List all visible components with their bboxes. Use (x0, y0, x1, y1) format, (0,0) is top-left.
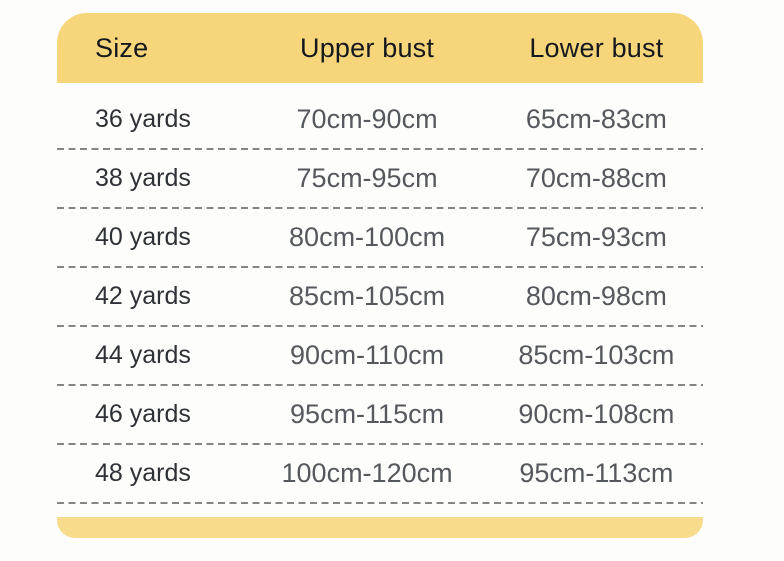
table-footer-bar (57, 517, 703, 538)
table-header-row: Size Upper bust Lower bust (57, 13, 703, 83)
size-cell: 48 yards (95, 459, 191, 487)
row-divider (57, 502, 703, 504)
upper-bust-cell: 95cm-115cm (290, 399, 445, 429)
row-divider (57, 384, 703, 386)
column-header-size: Size (95, 32, 149, 63)
table-row: 40 yards 80cm-100cm 75cm-93cm (57, 209, 703, 266)
lower-bust-cell: 80cm-98cm (525, 281, 667, 311)
size-cell: 42 yards (95, 282, 191, 310)
lower-bust-cell: 90cm-108cm (518, 399, 675, 429)
column-header-lower-bust: Lower bust (529, 32, 664, 63)
size-chart-table: Size Upper bust Lower bust 36 yards 70cm… (57, 13, 703, 538)
table-row: 44 yards 90cm-110cm 85cm-103cm (57, 327, 703, 384)
upper-bust-cell: 80cm-100cm (289, 222, 446, 252)
upper-bust-cell: 85cm-105cm (289, 281, 446, 311)
row-divider (57, 325, 703, 327)
lower-bust-cell: 95cm-113cm (519, 458, 674, 488)
table-row: 38 yards 75cm-95cm 70cm-88cm (57, 150, 703, 207)
table-row: 36 yards 70cm-90cm 65cm-83cm (57, 91, 703, 148)
row-divider (57, 266, 703, 268)
size-cell: 38 yards (95, 164, 191, 192)
table-body: 36 yards 70cm-90cm 65cm-83cm 38 yards 75… (57, 83, 703, 504)
upper-bust-cell: 75cm-95cm (296, 163, 438, 193)
lower-bust-cell: 85cm-103cm (518, 340, 675, 370)
size-cell: 36 yards (95, 105, 191, 133)
upper-bust-cell: 90cm-110cm (290, 340, 445, 370)
row-divider (57, 443, 703, 445)
lower-bust-cell: 75cm-93cm (525, 222, 667, 252)
upper-bust-cell: 70cm-90cm (296, 104, 438, 134)
upper-bust-cell: 100cm-120cm (281, 458, 453, 488)
table-row: 48 yards 100cm-120cm 95cm-113cm (57, 445, 703, 502)
size-cell: 46 yards (95, 400, 191, 428)
table-row: 46 yards 95cm-115cm 90cm-108cm (57, 386, 703, 443)
column-header-upper-bust: Upper bust (300, 32, 435, 63)
table-row: 42 yards 85cm-105cm 80cm-98cm (57, 268, 703, 325)
lower-bust-cell: 70cm-88cm (525, 163, 667, 193)
row-divider (57, 207, 703, 209)
row-divider (57, 148, 703, 150)
lower-bust-cell: 65cm-83cm (525, 104, 667, 134)
size-cell: 44 yards (95, 341, 191, 369)
size-cell: 40 yards (95, 223, 191, 251)
